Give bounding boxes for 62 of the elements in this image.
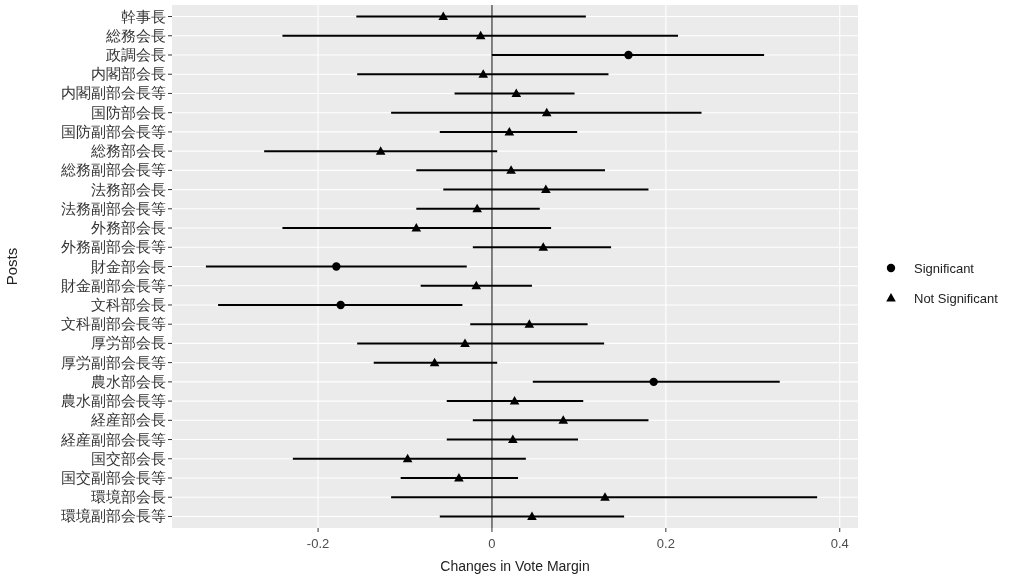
y-tick-label: 農水副部会長等 — [61, 392, 166, 410]
point — [511, 88, 522, 97]
point — [600, 492, 610, 501]
x-tick-label: 0 — [488, 536, 496, 551]
point — [438, 11, 449, 21]
y-tick-label: 幹事長 — [121, 7, 166, 25]
x-tick-label: 0.4 — [830, 536, 849, 551]
y-tick-label: 国交部会長 — [91, 449, 166, 467]
legend-label: Not Significant — [914, 291, 999, 306]
y-tick-label: 総務部会長 — [90, 142, 166, 160]
point — [336, 300, 345, 310]
point — [475, 30, 486, 40]
y-tick-label: 内閣部会長 — [91, 65, 166, 83]
y-tick-label: 経産部会長 — [90, 411, 166, 429]
y-tick-label: 法務部会長 — [91, 180, 166, 198]
point — [506, 165, 516, 174]
y-tick-label: 経産副部会長等 — [60, 430, 166, 448]
y-tick-label: 厚労副部会長等 — [61, 353, 166, 371]
y-tick-label: 財金部会長 — [91, 257, 166, 275]
point — [472, 203, 482, 213]
y-axis-title: Posts — [3, 247, 20, 286]
x-tick-label: -0.2 — [306, 536, 330, 551]
y-tick-label: 財金副部会長等 — [61, 276, 166, 294]
x-tick-label: 0.2 — [656, 536, 675, 551]
point — [504, 126, 515, 136]
y-tick-label: 総務会長 — [105, 26, 166, 44]
point — [649, 377, 658, 387]
y-tick-label: 国交副部会長等 — [61, 469, 166, 487]
point — [524, 319, 535, 328]
y-tick-label: 国防副部会長等 — [61, 122, 166, 140]
y-tick-label: 内閣副部会長等 — [61, 84, 166, 102]
point — [332, 262, 341, 271]
y-tick-label: 国防部会長 — [91, 103, 166, 121]
point — [471, 280, 482, 290]
y-tick-label: 外務部会長 — [91, 219, 166, 237]
y-tick-label: 農水部会長 — [91, 372, 166, 390]
point — [538, 242, 549, 251]
y-tick-label: 文科副部会長等 — [61, 315, 166, 333]
y-tick-label: 法務副部会長等 — [61, 199, 166, 217]
legend-label: Significant — [914, 261, 975, 276]
point — [558, 415, 569, 424]
point — [508, 434, 518, 444]
point — [509, 396, 520, 405]
point — [460, 338, 470, 347]
point — [624, 50, 633, 60]
y-tick-label: 文科部会長 — [91, 295, 166, 313]
y-tick-label: 外務副部会長等 — [61, 238, 166, 256]
x-axis-title: Changes in Vote Margin — [440, 558, 590, 574]
y-tick-label: 厚労部会長 — [91, 334, 166, 352]
y-tick-label: 環境部会長 — [91, 488, 166, 506]
point — [375, 146, 386, 155]
y-tick-label: 政調会長 — [106, 45, 166, 63]
y-tick-label: 総務副部会長等 — [60, 161, 166, 179]
point — [541, 107, 552, 117]
point — [429, 357, 440, 367]
point — [527, 511, 537, 520]
y-tick-label: 環境副部会長等 — [61, 507, 166, 525]
point — [411, 223, 422, 232]
point — [478, 69, 489, 78]
point — [454, 473, 464, 482]
point — [541, 184, 551, 194]
point — [402, 453, 413, 463]
